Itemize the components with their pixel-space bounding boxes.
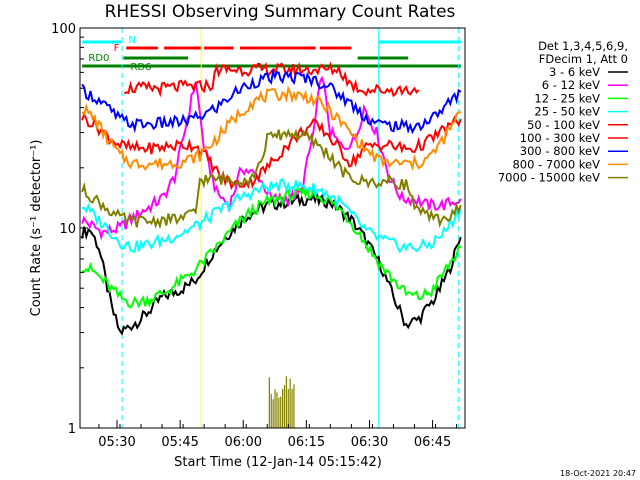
axis-ticks: 05:30 05:45 06:00 06:15 06:30 06:45 1 10 100 [51, 22, 458, 450]
series-line-3 [82, 177, 462, 254]
x-tick-label-5: 06:45 [414, 435, 451, 450]
series-line-2 [81, 184, 462, 309]
y-tick-label-1: 10 [59, 222, 76, 237]
x-axis-label: Start Time (12-Jan-14 05:15:42) [174, 455, 382, 470]
flag-label-f: F [114, 43, 120, 54]
x-tick-label-0: 05:30 [98, 435, 135, 450]
legend-label-0: 3 - 6 keV [549, 65, 600, 79]
legend-label-1: 6 - 12 keV [542, 78, 600, 92]
series-line-4 [81, 111, 462, 191]
timestamp: 18-Oct-2021 20:47 [560, 469, 636, 478]
x-tick-label-3: 06:15 [288, 435, 325, 450]
x-tick-label-4: 06:30 [351, 435, 388, 450]
series-lines [81, 61, 462, 428]
series-line-6 [81, 68, 462, 135]
flag-label-n: N [128, 35, 135, 46]
chart-title: RHESSI Observing Summary Count Rates [105, 2, 456, 22]
legend-label-5: 100 - 300 keV [520, 131, 600, 145]
flag-bars: NF RD0 RD6 [82, 35, 461, 73]
legend-label-2: 12 - 25 keV [534, 91, 600, 105]
x-tick-label-2: 06:00 [225, 435, 262, 450]
legend-header-line-2: FDecim 1, Att 0 [539, 52, 628, 66]
legend-label-7: 800 - 7000 keV [512, 157, 600, 171]
legend-header-line-1: Det 1,3,4,5,6,9, [538, 39, 628, 53]
legend-label-6: 300 - 800 keV [520, 144, 600, 158]
y-tick-label-0: 1 [68, 422, 76, 437]
legend: Det 1,3,4,5,6,9, FDecim 1, Att 0 3 - 6 k… [498, 39, 628, 185]
vertical-markers [121, 28, 460, 428]
legend-label-4: 50 - 100 keV [527, 118, 600, 132]
series-line-8 [81, 128, 462, 230]
x-tick-label-1: 05:45 [161, 435, 198, 450]
flag-label-rd6: RD6 [130, 62, 151, 73]
series-line-7 [81, 85, 461, 172]
series-line-5 [123, 61, 420, 98]
legend-label-3: 25 - 50 keV [534, 105, 600, 119]
legend-label-8: 7000 - 15000 keV [498, 171, 600, 185]
flag-label-rd0: RD0 [88, 53, 109, 64]
y-axis-label: Count Rate (s⁻¹ detector⁻¹) [29, 140, 44, 317]
y-tick-label-2: 100 [51, 22, 76, 37]
